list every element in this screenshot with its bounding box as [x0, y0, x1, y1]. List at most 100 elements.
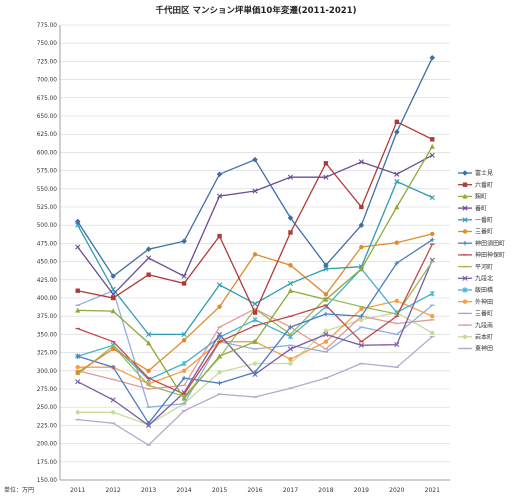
y-tick-label: 775.00 [37, 23, 58, 29]
data-point [430, 330, 435, 336]
data-point [462, 287, 468, 293]
data-point [429, 290, 435, 297]
data-point [359, 244, 364, 250]
data-point [288, 324, 293, 330]
data-point [181, 395, 187, 401]
x-tick-label: 2019 [354, 487, 369, 494]
data-point [323, 266, 329, 272]
data-point [181, 375, 187, 381]
data-point [288, 315, 293, 317]
series [75, 152, 435, 297]
data-point [110, 364, 116, 370]
data-point [252, 361, 258, 366]
legend: 富士見六番町麹町番町一番町三番町神田須田町神田神保町平河町九段北飯田橋外神田三番… [458, 169, 505, 353]
data-point [358, 222, 365, 228]
data-point [394, 178, 400, 185]
y-tick-label: 750.00 [37, 41, 58, 47]
data-point [429, 194, 435, 201]
data-point [146, 421, 151, 426]
data-point [394, 129, 400, 135]
legend-label: 平河町 [475, 263, 493, 271]
data-point [217, 304, 222, 309]
data-point [394, 204, 400, 210]
y-tick-label: 725.00 [37, 59, 58, 65]
data-point [288, 344, 293, 347]
data-point [288, 356, 293, 362]
data-point [110, 340, 116, 343]
data-point [110, 422, 116, 424]
data-point [181, 402, 187, 405]
legend-entry: 富士見 [458, 169, 493, 177]
data-point [394, 342, 400, 348]
series-lines [74, 54, 436, 446]
data-point [462, 241, 468, 246]
data-point [462, 312, 468, 315]
data-point [429, 54, 436, 61]
y-tick-labels: 150.00 175.00 200.00 225.00 250.00 275.00 300.… [37, 23, 58, 484]
series [75, 243, 435, 395]
data-point [217, 233, 222, 239]
data-point [323, 348, 329, 350]
series-line [77, 239, 433, 425]
y-tick-label: 175.00 [37, 460, 58, 466]
legend-entry: 麹町 [458, 193, 487, 201]
data-point [75, 327, 80, 330]
data-point [75, 288, 80, 293]
data-point [110, 290, 116, 292]
y-tick-label: 325.00 [37, 351, 58, 357]
series [75, 231, 435, 375]
data-point [288, 263, 293, 268]
data-point [462, 334, 468, 339]
data-point [217, 380, 222, 386]
y-tick-label: 550.00 [37, 187, 58, 193]
data-point [110, 378, 116, 381]
data-point [287, 280, 294, 287]
data-point [462, 299, 468, 304]
series [75, 237, 435, 426]
data-point [181, 273, 187, 279]
data-point [146, 331, 152, 337]
data-point [394, 240, 400, 245]
data-point [359, 204, 364, 210]
y-tick-label: 250.00 [37, 405, 58, 411]
x-tick-label: 2021 [425, 487, 440, 494]
data-point [462, 217, 468, 223]
data-point [146, 272, 151, 277]
data-point [74, 218, 81, 225]
data-point [252, 156, 258, 163]
data-point [323, 174, 329, 180]
legend-label: 岩本町 [475, 333, 493, 341]
legend-entry: 神田須田町 [458, 239, 505, 247]
y-tick-label: 475.00 [37, 241, 58, 247]
data-point [394, 315, 400, 317]
data-point [216, 282, 223, 288]
data-point [323, 328, 329, 333]
data-point [146, 444, 151, 446]
data-point [252, 396, 258, 398]
data-point [323, 311, 329, 317]
y-tick-label: 150.00 [37, 478, 58, 484]
y-tick-label: 300.00 [37, 369, 58, 375]
data-point [287, 215, 294, 221]
chart-title: 千代田区 マンション坪単価10年変遷(2011-2021) [156, 5, 357, 16]
y-tick-label: 525.00 [37, 205, 58, 211]
y-tick-label: 425.00 [37, 278, 58, 284]
data-point [181, 384, 187, 387]
data-point [75, 304, 80, 306]
data-point [394, 333, 400, 336]
data-point [359, 314, 364, 319]
legend-label: 神田須田町 [475, 239, 505, 247]
series-line [77, 120, 433, 315]
legend-label: 番町 [475, 205, 487, 212]
series [75, 335, 435, 446]
data-point [181, 360, 187, 367]
data-point [462, 347, 468, 350]
data-point [181, 410, 187, 412]
data-point [323, 161, 329, 166]
data-point [75, 354, 80, 359]
x-tick-label: 2014 [176, 487, 191, 494]
data-point [462, 205, 468, 211]
data-point [359, 317, 364, 323]
